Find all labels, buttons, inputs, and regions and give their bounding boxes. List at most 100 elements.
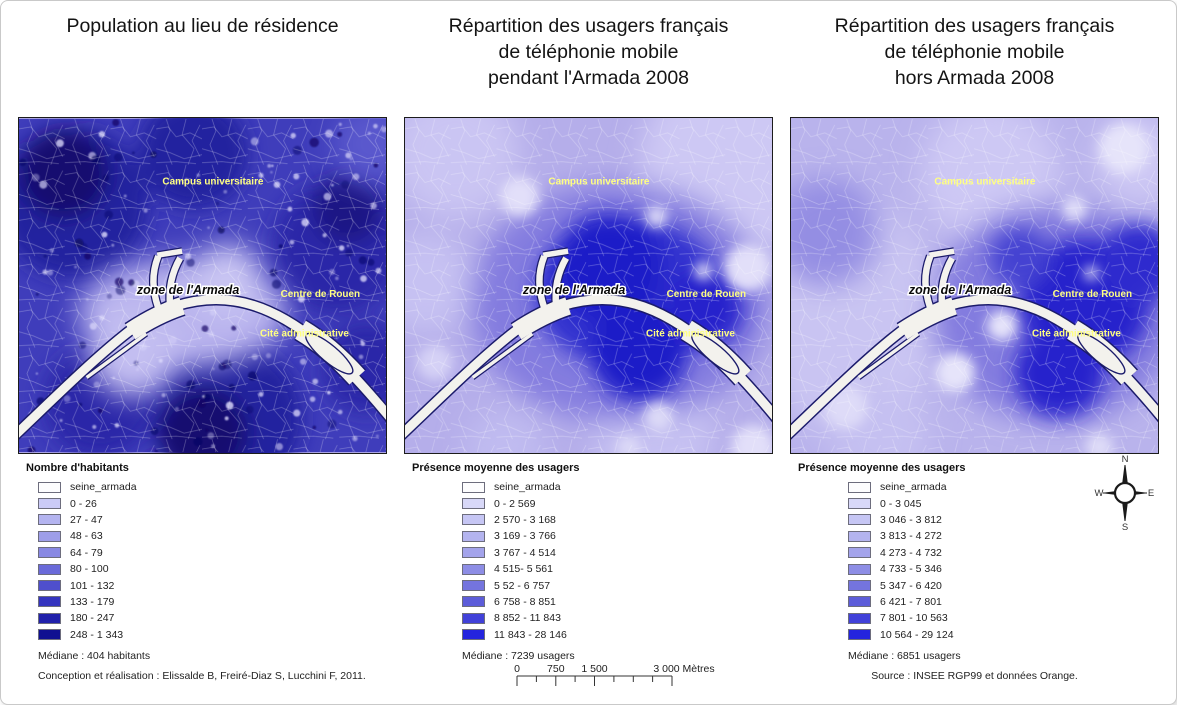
legend-swatch: [462, 629, 485, 641]
legend-swatch: [462, 612, 485, 624]
legend-swatch: [38, 547, 61, 559]
legend-item: 2 570 - 3 168: [462, 512, 773, 528]
panel-title: Population au lieu de résidence: [66, 15, 339, 37]
legend-item: seine_armada: [462, 479, 773, 495]
legend-item: 11 843 - 28 146: [462, 627, 773, 643]
legend-label: 80 - 100: [70, 563, 109, 576]
map-population: Campus universitaire zone de l'Armada Ce…: [18, 117, 387, 454]
legend-items: seine_armada 0 - 26 27 - 47 48 - 63 64 - 79 8…: [18, 479, 387, 643]
panel-hors-armada: Répartition des usagers français de télé…: [790, 1, 1159, 694]
legend-item: 6 758 - 8 851: [462, 594, 773, 610]
legend-item: 248 - 1 343: [38, 627, 387, 643]
legend-item: 64 - 79: [38, 545, 387, 561]
legend-item: 3 767 - 4 514: [462, 545, 773, 561]
legend-label: 248 - 1 343: [70, 628, 124, 641]
legend-label: 0 - 26: [70, 497, 97, 510]
legend-swatch: [462, 596, 485, 608]
compass-south-label: S: [1122, 522, 1128, 533]
legend-swatch: [462, 563, 485, 575]
legend-swatch: [462, 498, 485, 510]
legend-label: 3 767 - 4 514: [494, 546, 556, 559]
legend-swatch: [38, 498, 61, 510]
map-label-armada: zone de l'Armada: [522, 283, 625, 297]
legend-label: 48 - 63: [70, 530, 103, 543]
legend-swatch: [848, 498, 871, 510]
legend-item: 3 169 - 3 766: [462, 528, 773, 544]
legend-label: 7 801 - 10 563: [880, 612, 948, 625]
legend-item: 8 852 - 11 843: [462, 610, 773, 626]
legend-item: 180 - 247: [38, 610, 387, 626]
legend-swatch: [462, 514, 485, 526]
source-note: Source : INSEE RGP99 et données Orange.: [871, 669, 1078, 682]
legend-title: Présence moyenne des usagers: [412, 462, 580, 474]
legend-label: 6 758 - 8 851: [494, 595, 556, 608]
legend-swatch: [462, 530, 485, 542]
legend-label: 10 564 - 29 124: [880, 628, 954, 641]
panel-title: Répartition des usagers français de télé…: [448, 15, 729, 89]
legend-title: Nombre d'habitants: [26, 462, 129, 474]
legend-label: seine_armada: [494, 481, 561, 494]
legend-items: seine_armada 0 - 3 045 3 046 - 3 812 3 813 …: [790, 479, 1159, 643]
median-note: Médiane : 6851 usagers: [848, 649, 961, 662]
panel-pendant-armada: Répartition des usagers français de télé…: [404, 1, 773, 694]
map-label-armada: zone de l'Armada: [908, 283, 1011, 297]
legend-swatch: [848, 596, 871, 608]
median-note: Médiane : 7239 usagers: [462, 649, 575, 662]
scale-tick-label: 750: [547, 663, 565, 675]
legend-item: 5 52 - 6 757: [462, 577, 773, 593]
legend-label: 3 046 - 3 812: [880, 513, 942, 526]
legend-swatch: [38, 514, 61, 526]
legend-item: 0 - 2 569: [462, 495, 773, 511]
map-hors-armada: Campus universitaire zone de l'Armada Ce…: [790, 117, 1159, 454]
map-label-cite: Cité administrative: [1032, 329, 1121, 340]
compass-rose: N E S W: [1095, 454, 1155, 533]
legend-item: 4 515- 5 561: [462, 561, 773, 577]
scale-tick-label: 0: [514, 663, 520, 675]
legend-label: 2 570 - 3 168: [494, 513, 556, 526]
legend-item: 5 347 - 6 420: [848, 577, 1159, 593]
legend-label: 133 - 179: [70, 595, 115, 608]
legend-label: 4 733 - 5 346: [880, 563, 942, 576]
legend-label: 6 421 - 7 801: [880, 595, 942, 608]
legend-swatch: [38, 580, 61, 592]
legend-item: 27 - 47: [38, 512, 387, 528]
legend-label: 5 52 - 6 757: [494, 579, 551, 592]
legend-label: seine_armada: [880, 481, 947, 494]
median-note: Médiane : 404 habitants: [38, 649, 151, 662]
legend-swatch: [848, 547, 871, 559]
compass-north-label: N: [1122, 454, 1129, 465]
compass-west-label: W: [1095, 488, 1104, 499]
legend-label: 27 - 47: [70, 513, 103, 526]
legend-item: 3 046 - 3 812: [848, 512, 1159, 528]
legend-item: 6 421 - 7 801: [848, 594, 1159, 610]
legend-item: 0 - 3 045: [848, 495, 1159, 511]
legend-item: 4 273 - 4 732: [848, 545, 1159, 561]
legend-item: 133 - 179: [38, 594, 387, 610]
map-label-centre: Centre de Rouen: [1053, 289, 1133, 300]
map-label-centre: Centre de Rouen: [281, 289, 361, 300]
legend-label: 64 - 79: [70, 546, 103, 559]
scale-bar: 0 750 1 500 3 000 Mètres: [514, 663, 715, 686]
legend-swatch: [462, 547, 485, 559]
legend-swatch: [38, 612, 61, 624]
legend-item: 7 801 - 10 563: [848, 610, 1159, 626]
map-label-cite: Cité administrative: [260, 329, 349, 340]
legend-label: 3 169 - 3 766: [494, 530, 556, 543]
legend-swatch: [848, 530, 871, 542]
legend-swatch: [38, 596, 61, 608]
map-label-centre: Centre de Rouen: [667, 289, 747, 300]
map-label-campus: Campus universitaire: [934, 177, 1036, 188]
legend-item: seine_armada: [38, 479, 387, 495]
legend-swatch: [848, 580, 871, 592]
legend-swatch: [848, 612, 871, 624]
legend-swatch: [462, 580, 485, 592]
legend-label: 180 - 247: [70, 612, 115, 625]
legend-label: 0 - 3 045: [880, 497, 922, 510]
legend-item: 3 813 - 4 272: [848, 528, 1159, 544]
legend-swatch: [38, 563, 61, 575]
legend-label: 3 813 - 4 272: [880, 530, 942, 543]
legend-item: 80 - 100: [38, 561, 387, 577]
legend-label: 11 843 - 28 146: [494, 628, 567, 641]
